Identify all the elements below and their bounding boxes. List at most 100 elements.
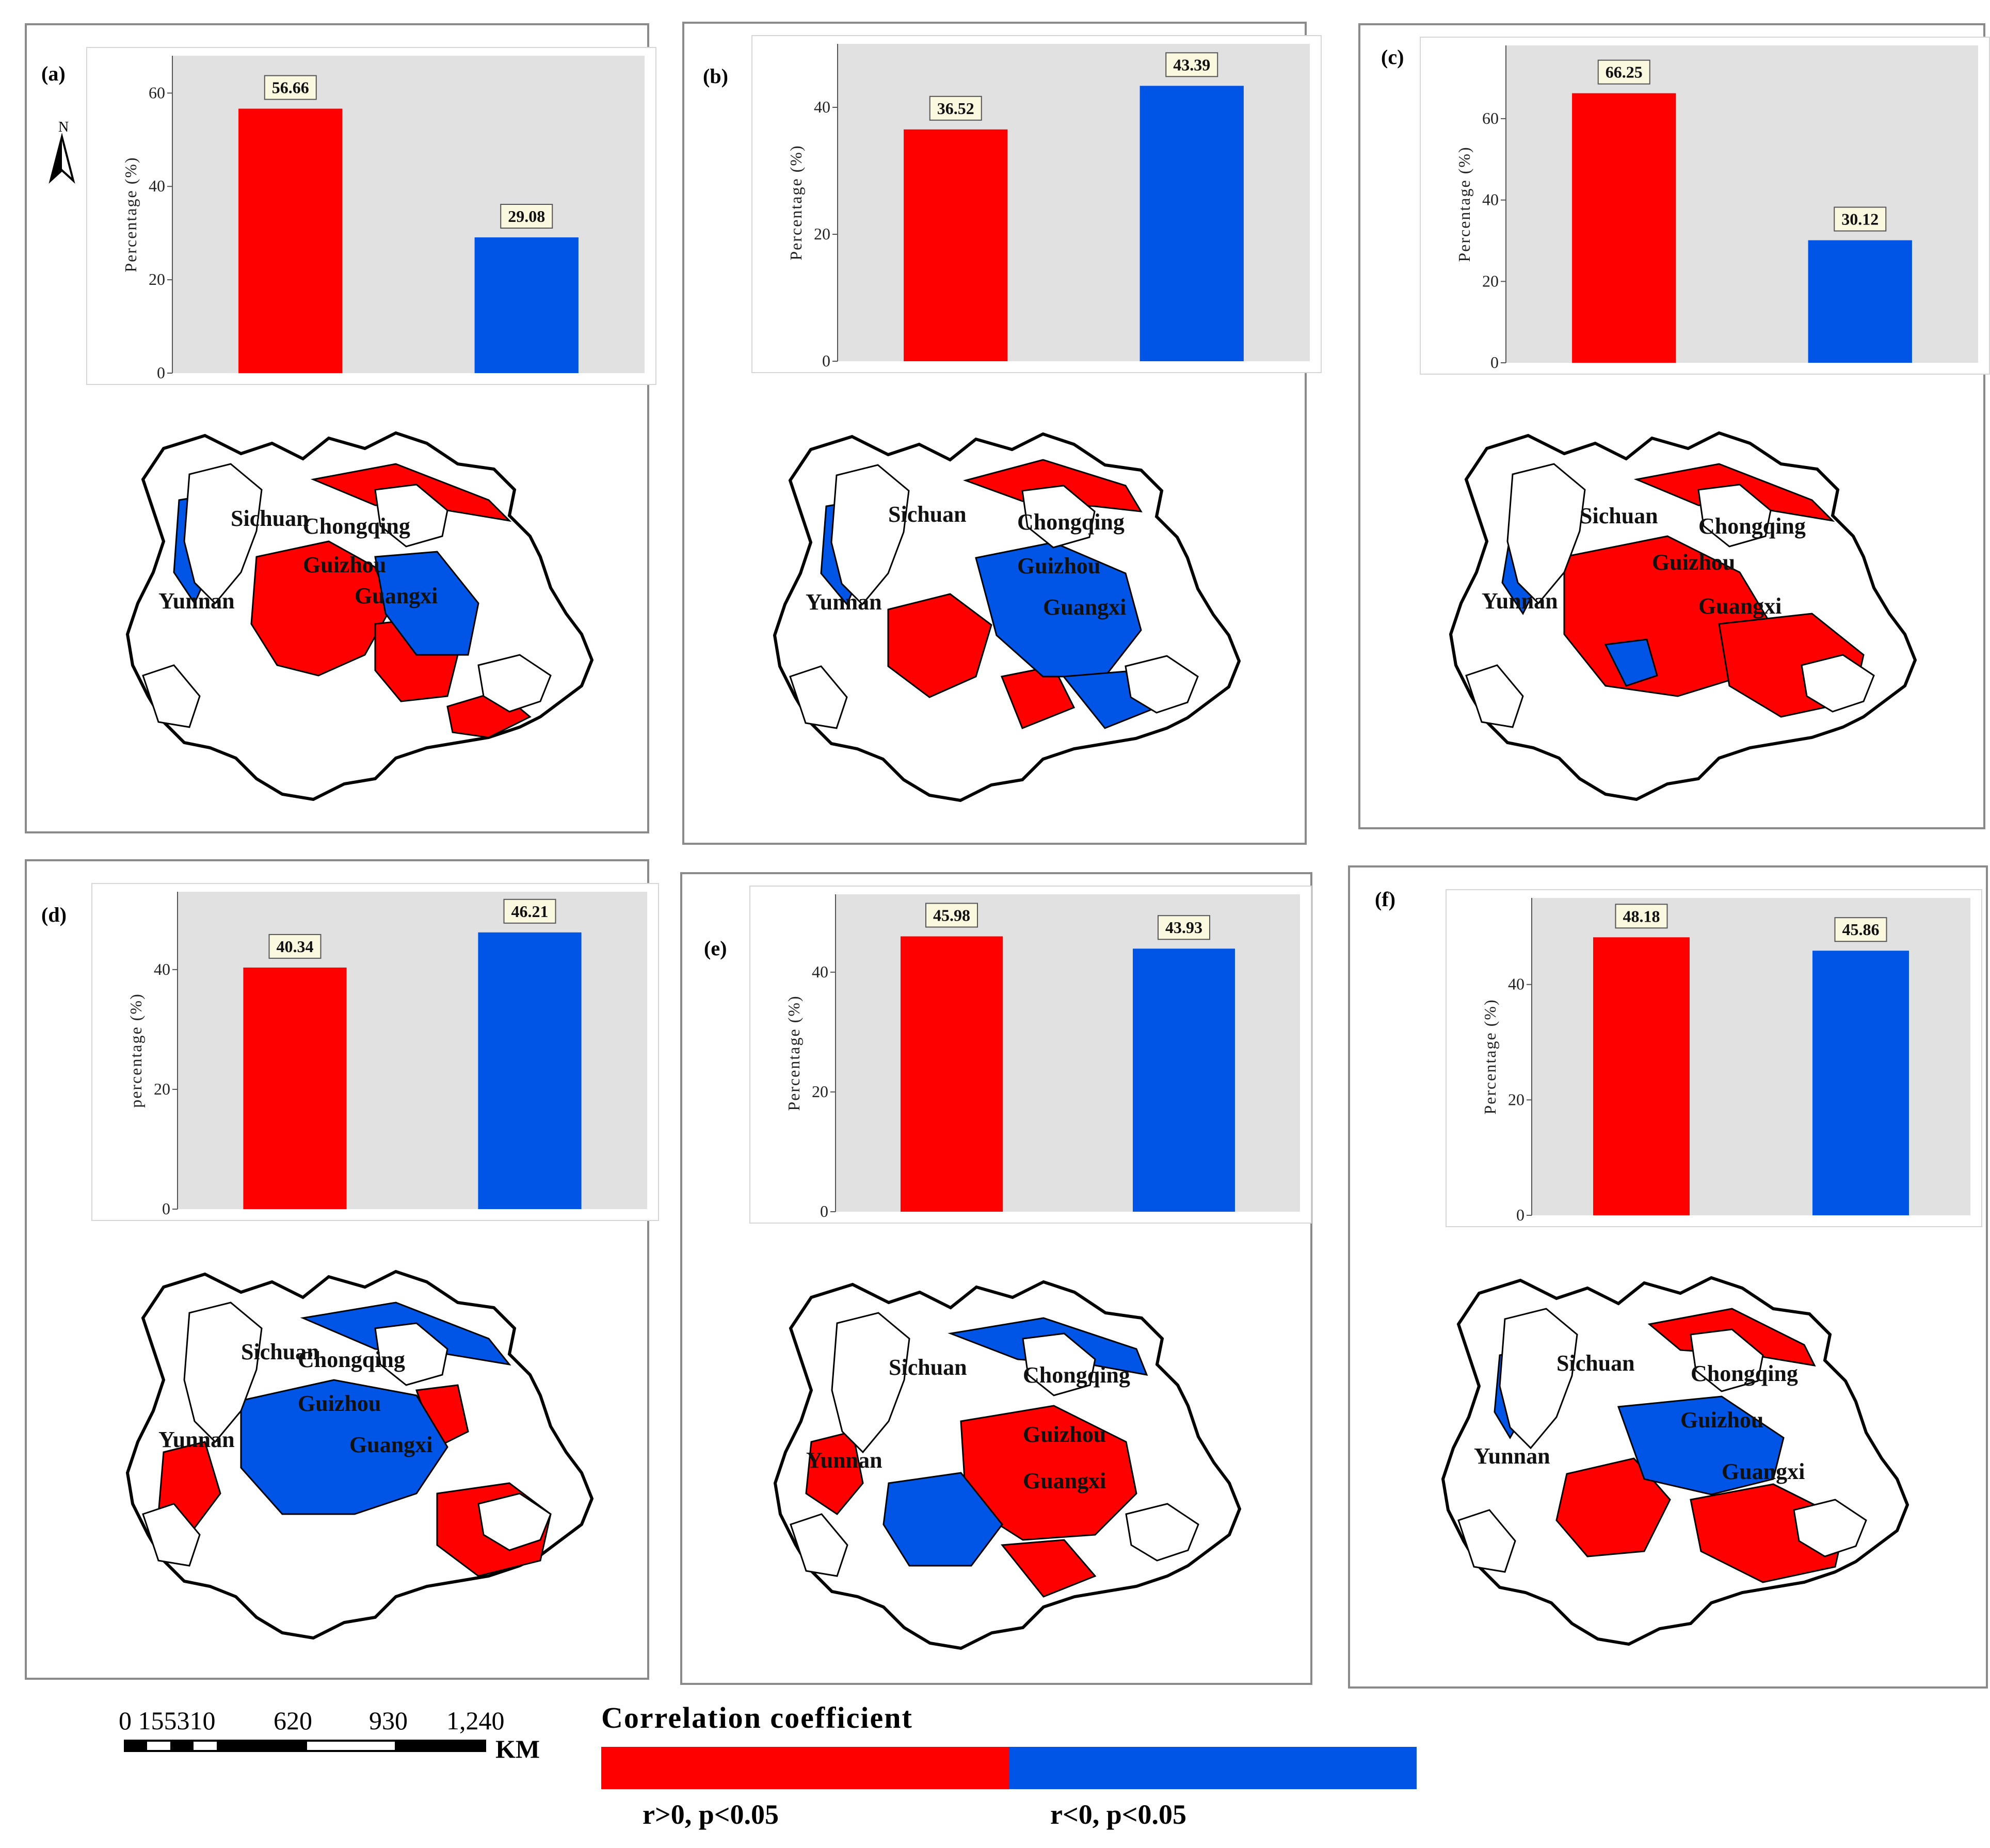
y-axis-label: Percentage (%) [1455, 146, 1473, 262]
place-label: Guizhou [1023, 1422, 1106, 1447]
bar-chart: 0 20 40 60 Percentage (%) 66.25 30.12 [1420, 37, 1990, 375]
y-axis-label: Percentage (%) [1481, 999, 1499, 1114]
non-significant-area [183, 1301, 263, 1443]
y-tick-label: 20 [154, 1080, 170, 1098]
non-significant-area [1457, 1509, 1516, 1573]
bar-chart-svg: 0 20 40 Percentage (%) 45.98 43.93 [784, 894, 1300, 1220]
non-significant-area [1022, 1332, 1096, 1396]
place-label: Yunnan [806, 589, 882, 615]
place-label: Chongqing [298, 1347, 405, 1372]
place-label: Guangxi [349, 1432, 432, 1457]
y-tick-label: 0 [157, 363, 165, 382]
data-label-box [1597, 59, 1650, 85]
data-label: 46.21 [511, 902, 549, 921]
data-label-box [268, 934, 322, 959]
data-label: 45.98 [933, 906, 970, 924]
positive-correlation-area [887, 593, 992, 698]
data-label-box [1615, 904, 1668, 929]
bar-chart-svg: 0 20 40 60 Percentage (%) 56.66 29.08 [121, 56, 645, 382]
place-label: Guangxi [1722, 1459, 1805, 1484]
y-tick-label: 20 [1508, 1090, 1524, 1108]
place-label: Chongqing [303, 513, 410, 539]
bar-chart-svg: 0 20 40 60 Percentage (%) 66.25 30.12 [1455, 45, 1978, 372]
y-tick-label: 60 [1482, 109, 1499, 127]
bar-negative [1140, 86, 1244, 362]
bar-chart-svg: 0 20 40 Percentage (%) 48.18 45.86 [1481, 898, 1970, 1224]
place-label: Guizhou [303, 552, 386, 577]
data-label-box [503, 898, 556, 924]
negative-correlation-area [240, 1379, 448, 1515]
non-significant-area [1465, 664, 1524, 728]
bar-chart-svg: 0 20 40 Percentage (%) 36.52 43.39 [787, 44, 1310, 370]
legend-title: Correlation coefficient [601, 1701, 913, 1734]
non-significant-area [1125, 655, 1199, 714]
negative-correlation-area [1617, 1395, 1785, 1496]
place-label: Yunnan [806, 1448, 882, 1473]
non-significant-area [1690, 1328, 1764, 1392]
y-tick-label: 20 [812, 1082, 828, 1101]
bar-positive [901, 936, 1003, 1212]
scale-bar-graphic [124, 1740, 486, 1752]
y-tick-label: 0 [820, 1202, 828, 1220]
panel-b: (b) 0 20 40 Percentage (%) 36.52 43.39 Sichua… [682, 22, 1322, 845]
y-tick-label: 40 [149, 176, 165, 195]
place-label: Sichuan [231, 506, 309, 531]
positive-correlation-area [963, 459, 1143, 512]
scale-label-1240: 1,240 [446, 1706, 505, 1735]
positive-correlation-area [1001, 1539, 1097, 1598]
bar-negative [474, 237, 579, 373]
y-axis-label: Percentage (%) [121, 156, 140, 272]
y-tick-label: 40 [1482, 190, 1499, 209]
negative-correlation-area [1604, 638, 1658, 687]
non-significant-area [790, 1513, 848, 1577]
y-axis-label: Percentage (%) [787, 144, 805, 260]
negative-correlation-area [882, 1472, 1003, 1567]
bar-negative [1133, 949, 1235, 1212]
place-label: Guizhou [1680, 1407, 1763, 1433]
y-axis-label: percentage (%) [126, 993, 145, 1108]
non-significant-area [789, 665, 848, 729]
panel-e: (e) 0 20 40 Percentage (%) 45.98 43.93 Sichua… [680, 872, 1312, 1685]
legend: Correlation coefficient r>0, p<0.05 r<0,… [601, 1700, 1417, 1848]
legend-label-negative: r<0, p<0.05 [1050, 1799, 1187, 1830]
y-tick-label: 20 [1482, 271, 1499, 290]
non-significant-area [477, 654, 552, 713]
panel-f: (f) 0 20 40 Percentage (%) 48.18 45.86 Sichua… [1348, 865, 1988, 1689]
bar-chart-svg: 0 20 40 percentage (%) 40.34 46.21 [126, 892, 647, 1218]
data-label: 43.93 [1165, 918, 1202, 937]
place-label: Guizhou [1652, 550, 1735, 575]
place-label: Sichuan [889, 1355, 967, 1380]
data-label: 45.86 [1842, 920, 1880, 939]
place-label: Guizhou [298, 1391, 381, 1416]
bar-chart: 0 20 40 Percentage (%) 48.18 45.86 [1446, 889, 1982, 1227]
non-significant-area [142, 664, 201, 728]
y-tick-label: 0 [162, 1199, 170, 1218]
non-significant-area [183, 463, 263, 605]
bar-chart: 0 20 40 Percentage (%) 36.52 43.39 [751, 35, 1322, 373]
place-label: Chongqing [1017, 509, 1125, 535]
bar-positive [1593, 937, 1690, 1215]
data-label-box [264, 75, 317, 100]
bar-chart: 0 20 40 60 Percentage (%) 56.66 29.08 [86, 47, 656, 385]
place-label: Sichuan [241, 1339, 319, 1364]
negative-correlation-area [374, 551, 479, 656]
panel-a: (a) 0 20 40 60 Percentage (%) 56.66 29.08 Sich… [25, 23, 656, 833]
y-tick-label: 0 [1490, 353, 1499, 372]
panel-d: (d) 0 20 40 percentage (%) 40.34 46.21 Sichua… [25, 859, 659, 1680]
data-label: 56.66 [272, 78, 309, 97]
data-label-box [1158, 915, 1210, 940]
panel-label: (c) [1381, 45, 1404, 69]
data-label: 48.18 [1623, 907, 1660, 925]
place-label: Yunnan [158, 588, 235, 614]
positive-correlation-area [1555, 1457, 1671, 1557]
data-label: 43.39 [1173, 55, 1210, 74]
place-label: Yunnan [1474, 1443, 1550, 1469]
non-significant-area [477, 1492, 552, 1551]
y-tick-label: 40 [154, 960, 170, 978]
y-tick-label: 0 [822, 351, 830, 370]
place-label: Guangxi [1043, 594, 1126, 620]
data-label: 40.34 [277, 937, 314, 956]
place-label: Guizhou [1017, 553, 1100, 578]
